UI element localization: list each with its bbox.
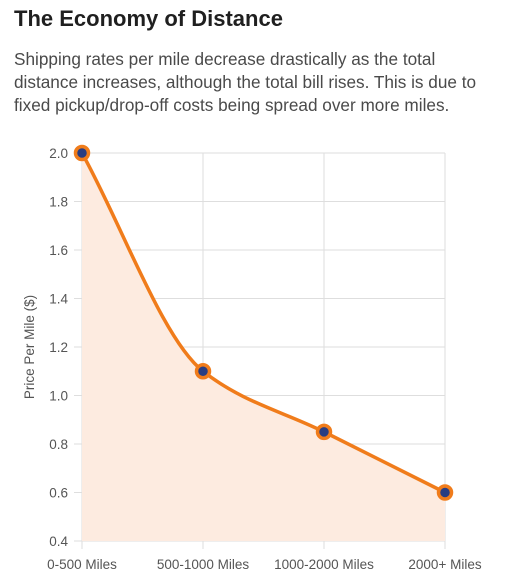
x-tick-label: 1000-2000 Miles [274,557,374,572]
data-points [73,144,454,501]
area-fill [82,153,445,541]
y-tick-label: 0.8 [49,437,68,452]
data-point [436,484,454,501]
x-tick-label: 2000+ Miles [408,557,481,572]
y-tick-label: 1.8 [49,195,68,210]
series-line [80,152,446,495]
chart-heading: The Economy of Distance [14,6,283,31]
y-tick-label: 2.0 [49,146,68,161]
chart-description: Shipping rates per mile decrease drastic… [14,49,477,115]
y-axis-label: Price Per Mile ($) [22,295,37,399]
data-point [73,144,91,162]
x-tick-label: 500-1000 Miles [157,557,250,572]
y-tick-label: 1.4 [49,292,68,307]
data-point [194,363,212,380]
data-point [315,423,333,441]
y-axis-ticks: 0.4 0.6 0.8 1.0 1.2 1.4 1.6 1.8 2.0 [49,146,68,549]
y-tick-label: 1.0 [49,389,68,404]
x-axis-ticks: 0-500 Miles 500-1000 Miles 1000-2000 Miles… [47,557,482,572]
y-tick-label: 0.4 [49,534,68,549]
y-tick-label: 1.2 [49,340,68,355]
y-tick-label: 1.6 [49,243,68,258]
x-tick-label: 0-500 Miles [47,557,117,572]
y-tick-label: 0.6 [49,486,68,501]
